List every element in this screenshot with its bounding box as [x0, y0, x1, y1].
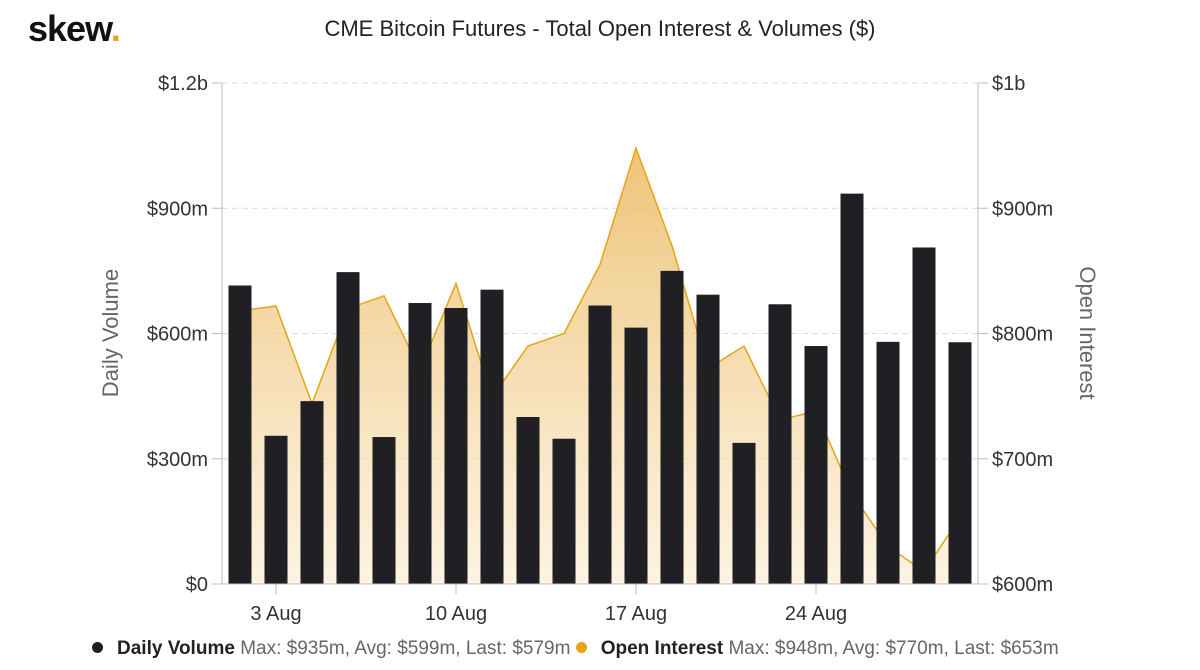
- open-interest-bullet-icon: [575, 642, 587, 654]
- volume-bar: [840, 193, 864, 584]
- skew-logo: skew.: [28, 8, 121, 49]
- volume-bar: [372, 437, 396, 584]
- volume-bar: [480, 289, 504, 584]
- x-axis-ticks: 3 Aug 10 Aug 17 Aug 24 Aug: [250, 584, 847, 625]
- left-tick-label: $1.2b: [158, 73, 208, 95]
- legend-item-open-interest[interactable]: Open Interest Max: $948m, Avg: $770m, La…: [575, 638, 1059, 660]
- volume-bar: [444, 308, 468, 584]
- volume-bar: [912, 247, 936, 584]
- daily-volume-bullet-icon: [92, 642, 103, 654]
- volume-bar: [732, 442, 756, 584]
- left-tick-label: $600m: [147, 324, 208, 346]
- volume-bar: [336, 272, 360, 584]
- right-tick-label: $600m: [992, 574, 1053, 596]
- x-tick-label: 3 Aug: [250, 603, 301, 625]
- right-tick-label: $800m: [992, 324, 1053, 346]
- volume-bar: [408, 303, 432, 584]
- x-tick-label: 17 Aug: [605, 603, 667, 625]
- left-tick-label: $300m: [147, 449, 208, 471]
- legend-item-daily-volume[interactable]: Daily Volume Max: $935m, Avg: $599m, Las…: [92, 638, 570, 660]
- daily-volume-bars: [228, 193, 972, 584]
- volume-bar: [768, 304, 792, 584]
- volume-bar: [948, 342, 972, 584]
- volume-bar: [696, 294, 720, 584]
- chart-title: CME Bitcoin Futures - Total Open Interes…: [324, 16, 876, 41]
- volume-bar: [552, 438, 576, 584]
- right-tick-label: $700m: [992, 449, 1053, 471]
- left-axis-label: Daily Volume: [98, 269, 123, 397]
- right-axis-label: Open Interest: [1075, 266, 1100, 399]
- volume-bar: [588, 305, 612, 584]
- left-axis-ticks: $0 $300m $600m $900m $1.2b: [147, 73, 222, 596]
- volume-bar: [228, 285, 252, 584]
- left-tick-label: $0: [186, 574, 208, 596]
- right-tick-label: $900m: [992, 198, 1053, 220]
- volume-bar: [516, 417, 540, 584]
- x-tick-label: 10 Aug: [425, 603, 487, 625]
- volume-bar: [660, 270, 684, 584]
- right-tick-label: $1b: [992, 73, 1025, 95]
- volume-bar: [876, 341, 900, 584]
- volume-bar: [624, 327, 648, 584]
- legend: Daily Volume Max: $935m, Avg: $599m, Las…: [92, 638, 1059, 660]
- x-tick-label: 24 Aug: [785, 603, 847, 625]
- volume-bar: [300, 401, 324, 584]
- left-tick-label: $900m: [147, 198, 208, 220]
- volume-bar: [264, 435, 288, 584]
- right-axis-ticks: $600m $700m $800m $900m $1b: [978, 73, 1053, 596]
- volume-bar: [804, 346, 828, 584]
